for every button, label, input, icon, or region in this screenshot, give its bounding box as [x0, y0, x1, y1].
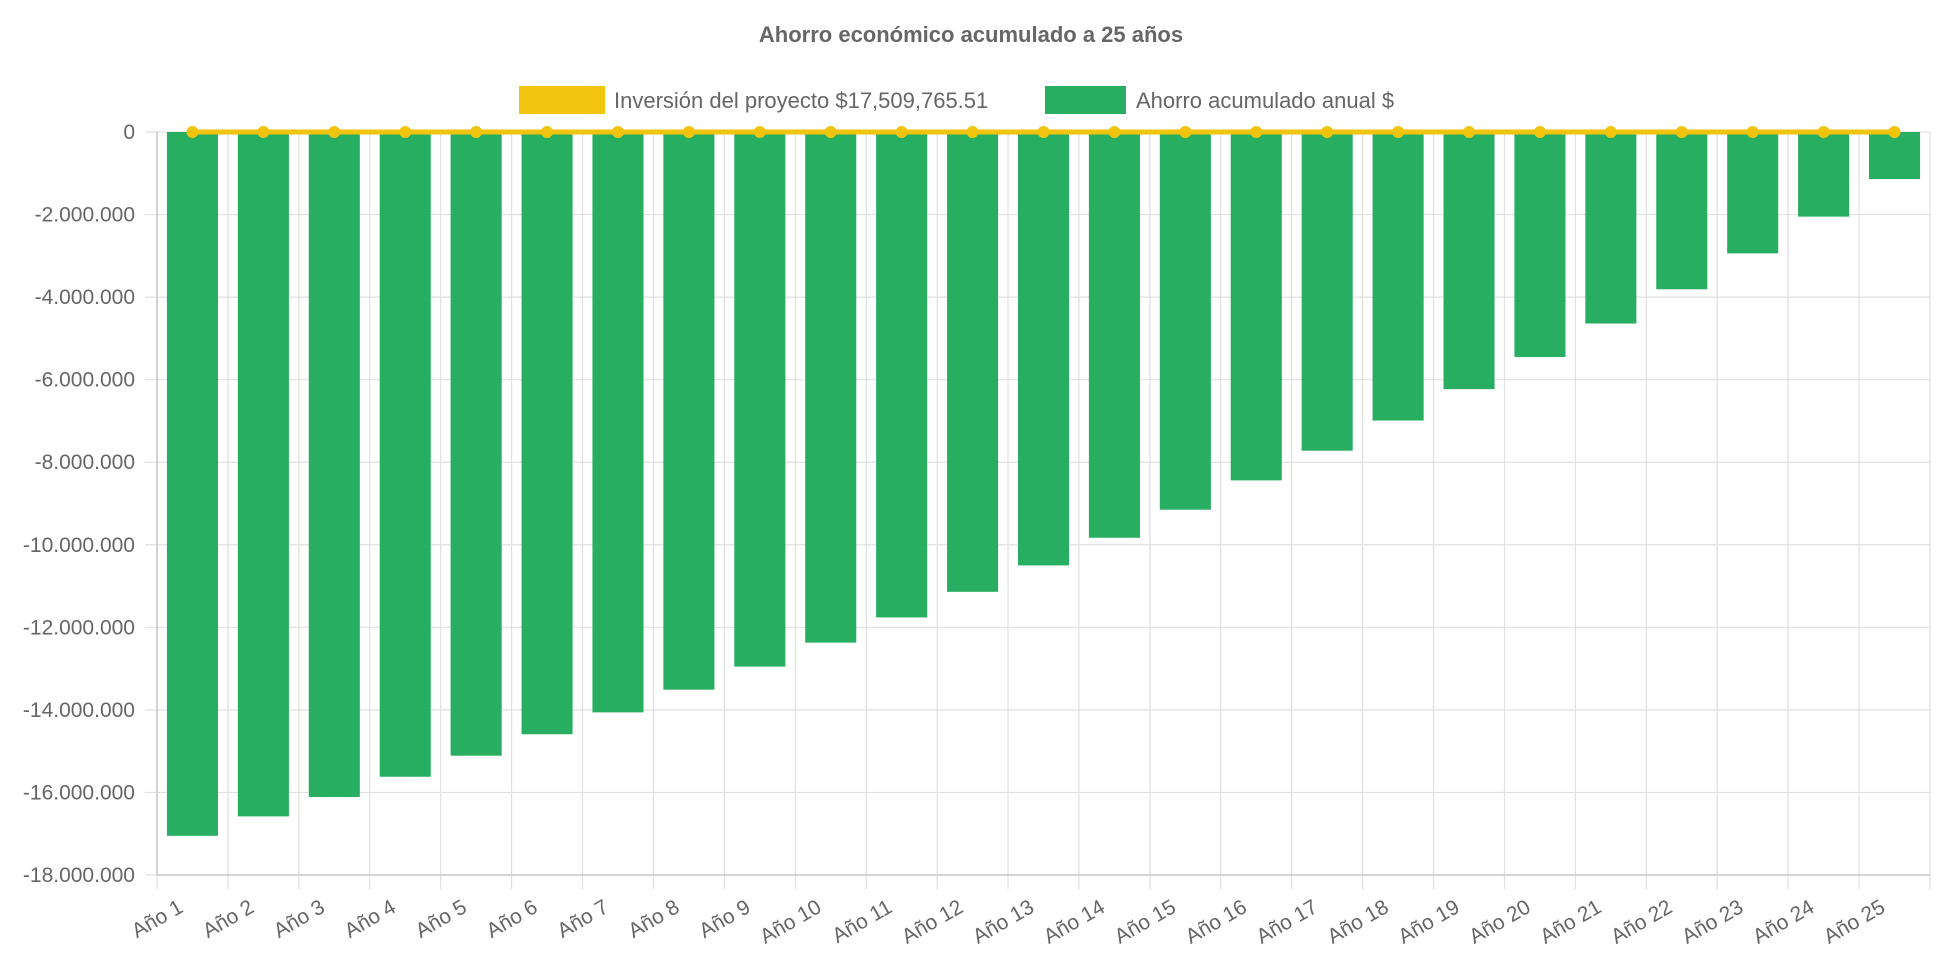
x-tick-label: Año 21: [1536, 895, 1605, 948]
bar: [1372, 132, 1424, 421]
line-point: [824, 126, 837, 138]
x-tick-label: Año 13: [969, 895, 1038, 948]
bar: [1798, 132, 1850, 217]
line-point: [1037, 126, 1050, 138]
x-tick-label: Año 9: [695, 895, 754, 942]
line-point: [328, 126, 341, 138]
line-point: [186, 126, 199, 138]
bar: [166, 132, 218, 836]
x-tick-label: Año 10: [756, 895, 825, 948]
x-tick-label: Año 18: [1323, 895, 1392, 948]
bar: [1869, 132, 1921, 180]
x-tick-label: Año 4: [341, 895, 400, 943]
bar: [1443, 132, 1495, 390]
line-point: [1321, 126, 1334, 138]
bar: [1656, 132, 1708, 290]
line-point: [470, 126, 483, 138]
x-tick-label: Año 3: [270, 895, 329, 942]
line-point: [895, 126, 908, 138]
bar: [876, 132, 928, 618]
x-tick-label: Año 6: [483, 895, 542, 942]
legend-swatch: [1045, 86, 1126, 114]
line-point: [753, 126, 766, 138]
bar: [1088, 132, 1140, 538]
bar: [308, 132, 360, 797]
bar: [1159, 132, 1211, 510]
y-tick-label: -14.000.000: [23, 699, 135, 722]
line-point: [1533, 126, 1546, 138]
y-tick-label: -12.000.000: [23, 616, 135, 639]
bar: [1017, 132, 1070, 566]
bar: [805, 132, 857, 643]
x-tick-label: Año 22: [1607, 895, 1676, 948]
line-point: [1463, 126, 1476, 138]
y-tick-label: -16.000.000: [23, 781, 135, 804]
y-tick-label: -8.000.000: [35, 451, 135, 474]
legend: Inversión del proyecto $17,509,765.51 Aho…: [519, 86, 1394, 114]
line-point: [966, 126, 979, 138]
line-point: [541, 126, 554, 138]
bar: [663, 132, 715, 690]
x-tick-label: Año 17: [1253, 895, 1322, 948]
bar: [1727, 132, 1779, 254]
line-point: [1817, 126, 1830, 138]
bar: [947, 132, 999, 592]
bar: [592, 132, 644, 713]
x-tick-label: Año 23: [1678, 895, 1747, 948]
x-tick-label: Año 24: [1749, 895, 1818, 948]
x-tick-label: Año 14: [1040, 895, 1109, 948]
y-tick-label: -10.000.000: [23, 534, 135, 557]
chart-title: Ahorro económico acumulado a 25 años: [759, 22, 1183, 47]
bar-series: [166, 132, 1921, 836]
y-tick-label: -6.000.000: [35, 369, 135, 392]
line-point: [1604, 126, 1617, 138]
x-tick-label: Año 5: [412, 895, 471, 942]
bar: [521, 132, 573, 735]
bar: [450, 132, 502, 756]
y-tick-label: -18.000.000: [23, 864, 135, 887]
x-tick-label: Año 25: [1820, 895, 1889, 948]
legend-label: Ahorro acumulado anual $: [1136, 88, 1394, 113]
bar: [1301, 132, 1353, 451]
bar: [1585, 132, 1637, 324]
line-point: [611, 126, 624, 138]
x-tick-label: Año 20: [1465, 895, 1534, 948]
x-tick-label: Año 16: [1182, 895, 1251, 948]
grid-lines: [145, 131, 1931, 889]
line-point: [1675, 126, 1688, 138]
y-tick-label: 0: [123, 121, 135, 144]
line-point: [682, 126, 695, 138]
legend-swatch: [519, 86, 605, 114]
y-tick-label: -4.000.000: [35, 286, 135, 309]
x-tick-label: Año 8: [624, 895, 683, 942]
line-point: [1108, 126, 1121, 138]
line-point: [1250, 126, 1263, 138]
line-point: [399, 126, 412, 138]
bar: [379, 132, 431, 777]
legend-label: Inversión del proyecto $17,509,765.51: [614, 88, 988, 113]
x-tick-label: Año 1: [128, 895, 187, 942]
y-tick-label: -2.000.000: [35, 204, 135, 227]
bar: [237, 132, 289, 817]
x-tick-label: Año 19: [1394, 895, 1463, 948]
bar: [1230, 132, 1282, 481]
x-tick-label: Año 15: [1111, 895, 1180, 948]
x-tick-label: Año 2: [199, 895, 258, 942]
x-tick-label: Año 11: [828, 895, 896, 947]
line-point: [257, 126, 270, 138]
x-tick-label: Año 7: [553, 895, 612, 942]
bar: [734, 132, 786, 667]
line-point: [1392, 126, 1405, 138]
line-point: [1888, 126, 1901, 138]
bar: [1514, 132, 1566, 357]
x-tick-label: Año 12: [898, 895, 967, 948]
line-point: [1179, 126, 1192, 138]
line-series: [186, 126, 1901, 138]
line-point: [1746, 126, 1759, 138]
